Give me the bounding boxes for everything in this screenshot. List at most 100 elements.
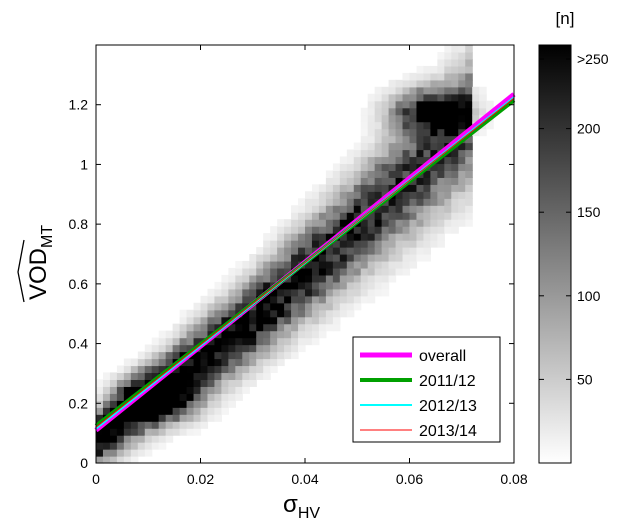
- heatmap-cell: [367, 163, 376, 171]
- heatmap-cell: [200, 414, 209, 422]
- heatmap-cell: [332, 260, 341, 269]
- heatmap-cell: [179, 309, 188, 318]
- heatmap-cell: [325, 170, 334, 178]
- heatmap-cell: [388, 212, 397, 220]
- heatmap-cell: [430, 226, 438, 234]
- heatmap-cell: [270, 351, 278, 360]
- heatmap-cell: [256, 372, 264, 380]
- heatmap-cell: [430, 163, 438, 171]
- heatmap-cell: [325, 323, 334, 332]
- heatmap-cell: [402, 135, 411, 144]
- heatmap-cell: [214, 407, 222, 415]
- heatmap-cell: [179, 428, 188, 436]
- heatmap-cell: [444, 72, 452, 81]
- heatmap-cell: [165, 330, 174, 339]
- heatmap-cell: [221, 330, 229, 339]
- heatmap-cell: [165, 400, 174, 408]
- heatmap-cell: [458, 93, 466, 102]
- heatmap-cell: [200, 351, 209, 360]
- heatmap-cell: [270, 247, 278, 255]
- heatmap-cell: [242, 330, 250, 339]
- heatmap-cell: [360, 254, 369, 262]
- heatmap-cell: [158, 365, 167, 374]
- y-tick-label: 0.4: [69, 336, 89, 352]
- heatmap-cell: [353, 281, 362, 290]
- heatmap-cell: [360, 121, 369, 130]
- heatmap-cell: [221, 365, 229, 374]
- heatmap-cell: [444, 212, 452, 220]
- heatmap-cell: [374, 142, 383, 151]
- heatmap-cell: [332, 323, 341, 332]
- heatmap-cell: [214, 400, 222, 408]
- heatmap-cell: [437, 58, 445, 67]
- heatmap-cell: [423, 135, 431, 144]
- heatmap-cell: [96, 456, 104, 464]
- heatmap-cell: [165, 379, 174, 387]
- heatmap-cell: [430, 212, 438, 220]
- heatmap-cell: [144, 372, 153, 380]
- heatmap-cell: [200, 393, 209, 401]
- heatmap-cell: [291, 316, 299, 325]
- heatmap-cell: [395, 177, 404, 185]
- heatmap-cell: [367, 128, 376, 137]
- heatmap-cell: [332, 267, 341, 276]
- heatmap-cell: [346, 247, 355, 255]
- heatmap-cell: [381, 184, 390, 192]
- heatmap-cell: [158, 442, 167, 450]
- heatmap-cell: [367, 114, 376, 123]
- heatmap-cell: [207, 407, 216, 415]
- heatmap-cell: [249, 351, 257, 360]
- heatmap-cell: [430, 191, 438, 199]
- heatmap-cell: [249, 295, 257, 304]
- heatmap-cell: [381, 212, 390, 220]
- heatmap-cell: [96, 435, 104, 443]
- heatmap-cell: [151, 414, 160, 422]
- heatmap-cell: [332, 198, 341, 206]
- heatmap-cell: [374, 240, 383, 248]
- heatmap-cell: [144, 358, 153, 367]
- heatmap-cell: [165, 386, 174, 394]
- heatmap-cell: [416, 177, 425, 185]
- heatmap-cell: [165, 337, 174, 346]
- heatmap-cell: [137, 372, 146, 380]
- heatmap-cell: [151, 386, 160, 394]
- heatmap-cell: [360, 219, 369, 227]
- heatmap-cell: [207, 309, 216, 318]
- heatmap-cell: [465, 72, 473, 81]
- heatmap-cell: [423, 79, 431, 88]
- heatmap-cell: [242, 309, 250, 318]
- heatmap-cell: [472, 86, 480, 95]
- heatmap-cell: [172, 365, 181, 374]
- heatmap-cell: [465, 219, 473, 227]
- heatmap-cell: [381, 100, 390, 109]
- heatmap-cell: [130, 372, 139, 380]
- heatmap-cell: [465, 107, 473, 116]
- heatmap-cell: [416, 121, 425, 130]
- heatmap-cell: [311, 302, 320, 311]
- heatmap-cell: [311, 254, 320, 262]
- heatmap-cell: [116, 393, 125, 401]
- heatmap-cell: [444, 205, 452, 213]
- heatmap-cell: [374, 254, 383, 262]
- heatmap-cell: [353, 295, 362, 304]
- heatmap-cell: [444, 107, 452, 116]
- heatmap-cell: [423, 219, 431, 227]
- heatmap-cell: [325, 281, 334, 290]
- heatmap-cell: [360, 247, 369, 255]
- heatmap-cell: [151, 351, 160, 360]
- heatmap-cell: [96, 414, 104, 422]
- heatmap-cell: [221, 302, 229, 311]
- heatmap-cell: [437, 93, 445, 102]
- heatmap-cell: [367, 274, 376, 283]
- heatmap-cell: [423, 247, 431, 255]
- heatmap-cell: [256, 267, 264, 276]
- heatmap-cell: [242, 295, 250, 304]
- heatmap-cell: [311, 309, 320, 318]
- heatmap-cell: [409, 254, 418, 262]
- heatmap-cell: [102, 428, 111, 436]
- heatmap-cell: [332, 191, 341, 199]
- heatmap-cell: [311, 198, 320, 206]
- heatmap-cell: [451, 128, 459, 137]
- heatmap-cell: [402, 247, 411, 255]
- heatmap-cell: [381, 163, 390, 171]
